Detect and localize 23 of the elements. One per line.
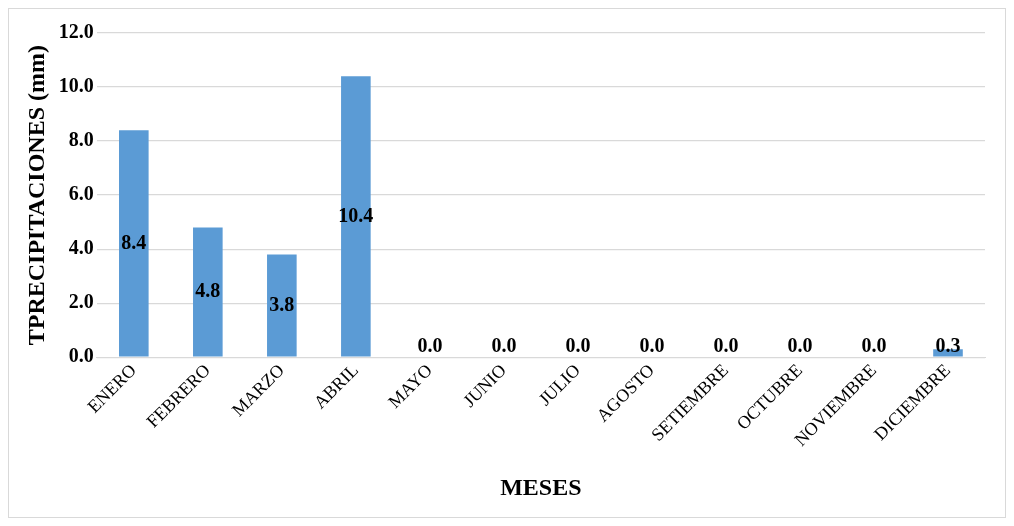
bar — [267, 254, 297, 357]
y-tick-label: 4.0 — [68, 236, 94, 259]
data-label: 8.4 — [121, 230, 147, 253]
data-label: 0.0 — [491, 334, 517, 357]
y-tick-label: 10.0 — [58, 74, 94, 97]
data-label: 4.8 — [195, 279, 221, 302]
y-axis-title: TPRECIPITACIONES (mm) — [22, 45, 49, 346]
data-label: 0.0 — [565, 334, 591, 357]
data-label: 0.0 — [787, 334, 813, 357]
bar — [341, 76, 371, 357]
y-tick-label: 6.0 — [68, 182, 94, 205]
y-tick-label: 12.0 — [58, 20, 94, 43]
bar — [119, 130, 149, 357]
data-label: 0.0 — [417, 334, 443, 357]
data-label: 0.0 — [861, 334, 887, 357]
data-label: 3.8 — [269, 292, 295, 315]
x-axis-title: MESES — [500, 473, 582, 500]
y-tick-label: 0.0 — [68, 344, 94, 367]
data-label: 0.0 — [639, 334, 665, 357]
data-label: 0.0 — [713, 334, 739, 357]
y-tick-label: 2.0 — [68, 290, 94, 313]
bar — [193, 227, 223, 357]
y-tick-label: 8.0 — [68, 128, 94, 151]
